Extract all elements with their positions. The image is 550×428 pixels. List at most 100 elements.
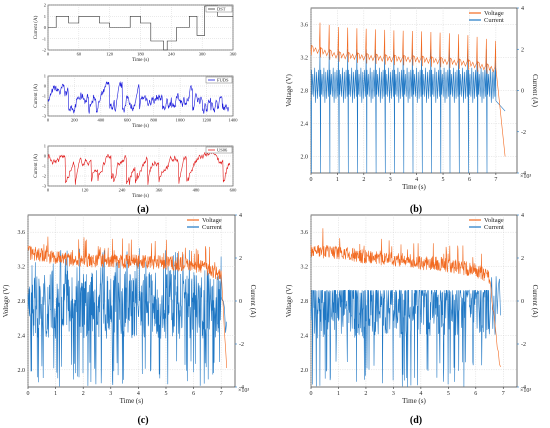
- a2-xtick-label: 1400: [229, 118, 239, 123]
- d-y2tick-label: -2: [521, 342, 526, 348]
- c-xlabel: Time (s): [120, 397, 144, 405]
- a1-ytick-label: 0: [44, 25, 47, 30]
- b-legend-current: Current: [484, 17, 504, 24]
- c-y2label: Current (A): [249, 285, 257, 319]
- c-y2tick-label: -2: [239, 342, 244, 348]
- b-xtick-label: 3: [389, 177, 392, 183]
- a3-ytick-label: -1: [42, 164, 46, 169]
- a3-xtick-label: 480: [193, 188, 201, 193]
- a3-xlabel: Time (s): [132, 194, 149, 199]
- d-y2tick-label: 2: [521, 256, 524, 262]
- b-xlabel: Time (s): [402, 183, 426, 191]
- d-ytick-label: 3.6: [301, 230, 309, 236]
- b-current-series: [310, 49, 506, 174]
- c-legend-current: Current: [202, 224, 222, 231]
- a3-xtick-label: 360: [156, 188, 164, 193]
- c-y2tick-label: 2: [239, 256, 242, 262]
- d-legend-voltage: Voltage: [484, 217, 504, 224]
- a2-xtick-label: 0: [47, 118, 50, 123]
- c-xtick-label: 4: [137, 391, 140, 397]
- b-y2label: Current (A): [531, 74, 539, 108]
- c-xtick-label: 0: [27, 391, 30, 397]
- a1-ylabel: Current (A): [34, 15, 39, 39]
- d-ytick-label: 2.8: [301, 299, 309, 305]
- a3-ytick-label: 1: [44, 144, 46, 149]
- c-xtick-label: 6: [192, 391, 195, 397]
- a3-xtick-label: 240: [119, 188, 127, 193]
- panel-label-a: (a): [137, 204, 149, 215]
- a2-ytick-label: -3: [42, 114, 46, 119]
- a3-xtick-label: 600: [230, 188, 238, 193]
- a1-ytick-label: -2: [42, 48, 46, 53]
- panel-label-c: (c): [137, 415, 148, 426]
- a1-xtick-label: 120: [106, 52, 114, 57]
- c-current-series: [27, 248, 227, 387]
- b-ylabel: Voltage (V): [285, 73, 293, 106]
- c-xtick-label: 7: [220, 391, 223, 397]
- b-xtick-label: 1: [336, 177, 339, 183]
- c-ytick-label: 3.2: [18, 265, 26, 271]
- c-y2tick-label: -4: [239, 385, 244, 391]
- b-legend-voltage: Voltage: [484, 10, 504, 17]
- d-legend-current: Current: [484, 224, 504, 231]
- b-y2tick-label: -4: [521, 171, 526, 177]
- a2-xtick-label: 1000: [176, 118, 186, 123]
- d-x-multiplier: ×10³: [520, 388, 531, 394]
- c-xtick-label: 5: [165, 391, 168, 397]
- a3-xtick-label: 0: [47, 188, 50, 193]
- a1-legend-box: [205, 5, 233, 13]
- d-xtick-label: 3: [392, 391, 395, 397]
- a2-xtick-label: 600: [124, 118, 132, 123]
- a1-xtick-label: 240: [168, 52, 176, 57]
- d-xtick-label: 5: [447, 391, 450, 397]
- b-ytick-label: 3.6: [301, 23, 309, 29]
- b-ytick-label: 2.0: [301, 155, 309, 161]
- a2-legend-box: [205, 76, 233, 84]
- b-voltage-series: [310, 22, 506, 157]
- c-ytick-label: 2.4: [18, 333, 26, 339]
- c-xtick-label: 3: [109, 391, 112, 397]
- d-xtick-label: 7: [502, 391, 505, 397]
- c-y2tick-label: 0: [239, 299, 242, 305]
- panel-label-d: (d): [410, 415, 422, 426]
- a2-series-line: [47, 81, 230, 114]
- c-x-multiplier: ×10³: [238, 388, 249, 394]
- a1-ytick-label: 2: [44, 3, 46, 8]
- a3-ytick-label: 0: [44, 154, 47, 159]
- c-legend-voltage: Voltage: [202, 217, 222, 224]
- b-xtick-label: 7: [494, 177, 497, 183]
- a1-xtick-label: 0: [47, 52, 50, 57]
- a1-xlabel: Time (s): [132, 58, 149, 63]
- a2-ytick-label: -2: [42, 104, 46, 109]
- a2-xlabel: Time (s): [132, 124, 149, 129]
- d-xtick-label: 0: [310, 391, 313, 397]
- a2-ytick-label: -1: [42, 94, 46, 99]
- c-xtick-label: 2: [82, 391, 85, 397]
- a3-ytick-label: -2: [42, 174, 46, 179]
- d-current-series: [310, 276, 501, 387]
- a3-legend-box: [205, 146, 233, 154]
- d-xtick-label: 4: [419, 391, 422, 397]
- a2-xtick-label: 400: [97, 118, 105, 123]
- a3-ytick-label: -3: [42, 184, 46, 189]
- b-xtick-label: 2: [362, 177, 365, 183]
- d-y2label: Current (A): [531, 285, 539, 319]
- b-xtick-label: 5: [442, 177, 445, 183]
- c-ylabel: Voltage (V): [2, 284, 10, 317]
- a2-legend-entry: FUDS: [217, 78, 229, 83]
- b-xtick-label: 4: [415, 177, 418, 183]
- a2-ytick-label: 1: [44, 74, 46, 79]
- d-y2tick-label: 0: [521, 299, 524, 305]
- d-xlabel: Time (s): [402, 397, 426, 405]
- a1-xtick-label: 300: [199, 52, 207, 57]
- a2-xtick-label: 800: [150, 118, 158, 123]
- a1-xtick-label: 180: [137, 52, 145, 57]
- c-ytick-label: 3.6: [18, 230, 26, 236]
- d-ytick-label: 3.2: [301, 265, 309, 271]
- a3-series-line: [47, 148, 231, 185]
- b-ytick-label: 2.4: [301, 122, 309, 128]
- d-voltage-series: [310, 228, 501, 367]
- d-xtick-label: 2: [364, 391, 367, 397]
- d-ytick-label: 2.4: [301, 333, 309, 339]
